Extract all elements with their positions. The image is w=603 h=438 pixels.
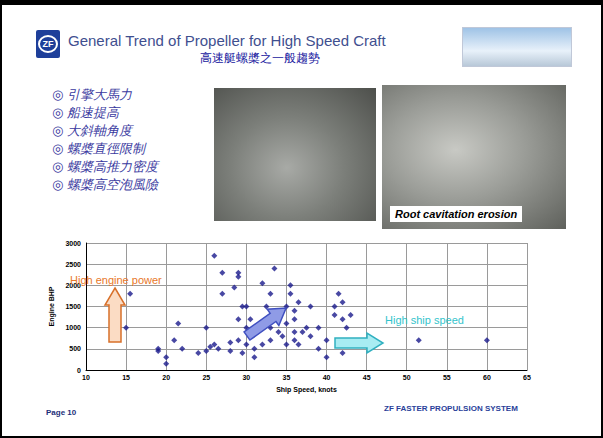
html-text:ZF: ZF bbox=[42, 39, 54, 49]
html-text:Page 10: Page 10 bbox=[46, 408, 77, 417]
html-text:◎ 螺槳直徑限制: ◎ 螺槳直徑限制 bbox=[52, 141, 146, 156]
svg-text:30: 30 bbox=[242, 374, 250, 381]
html-text:Root cavitation erosion: Root cavitation erosion bbox=[395, 208, 518, 220]
svg-text:High engine power: High engine power bbox=[70, 274, 162, 286]
svg-text:65: 65 bbox=[523, 374, 531, 381]
svg-text:10: 10 bbox=[82, 374, 90, 381]
svg-text:50: 50 bbox=[403, 374, 411, 381]
html-text:高速艇螺槳之一般趨勢: 高速艇螺槳之一般趨勢 bbox=[200, 51, 320, 65]
html-text:General Trend of Propeller for: General Trend of Propeller for High Spee… bbox=[68, 32, 386, 49]
svg-text:25: 25 bbox=[202, 374, 210, 381]
svg-text:Engine BHP: Engine BHP bbox=[48, 286, 56, 326]
svg-text:20: 20 bbox=[162, 374, 170, 381]
html-text:◎ 大斜軸角度: ◎ 大斜軸角度 bbox=[52, 123, 133, 138]
svg-text:High ship speed: High ship speed bbox=[385, 314, 464, 326]
svg-text:500: 500 bbox=[69, 345, 81, 352]
html-text:ZF FASTER PROPULSION SYSTEM: ZF FASTER PROPULSION SYSTEM bbox=[384, 404, 518, 413]
svg-text:35: 35 bbox=[283, 374, 291, 381]
html-text:◎ 螺槳高空泡風險: ◎ 螺槳高空泡風險 bbox=[52, 177, 159, 192]
svg-text:1500: 1500 bbox=[65, 303, 81, 310]
html-text:◎ 螺槳高推力密度: ◎ 螺槳高推力密度 bbox=[52, 159, 159, 174]
html-text:◎ 船速提高: ◎ 船速提高 bbox=[52, 105, 120, 120]
svg-text:1000: 1000 bbox=[65, 324, 81, 331]
svg-text:60: 60 bbox=[483, 374, 491, 381]
svg-text:2500: 2500 bbox=[65, 261, 81, 268]
svg-text:3000: 3000 bbox=[65, 240, 81, 247]
svg-text:15: 15 bbox=[122, 374, 130, 381]
svg-text:45: 45 bbox=[363, 374, 371, 381]
svg-text:40: 40 bbox=[323, 374, 331, 381]
svg-text:55: 55 bbox=[443, 374, 451, 381]
svg-text:Ship Speed, knots: Ship Speed, knots bbox=[276, 386, 337, 394]
html-text:◎ 引擎大馬力: ◎ 引擎大馬力 bbox=[52, 87, 133, 102]
svg-text:0: 0 bbox=[77, 367, 81, 374]
